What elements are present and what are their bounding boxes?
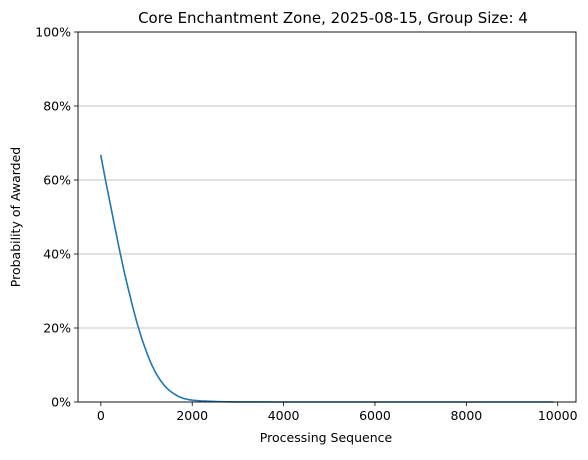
y-tick-label: 20% xyxy=(43,321,71,336)
x-tick-label: 0 xyxy=(97,408,105,423)
x-tick-label: 6000 xyxy=(359,408,391,423)
x-tick-label: 8000 xyxy=(450,408,482,423)
x-tick-label: 10000 xyxy=(538,408,578,423)
plot-frame xyxy=(77,31,577,403)
y-tick-label: 80% xyxy=(43,99,71,114)
y-tick-label: 0% xyxy=(51,395,71,410)
x-axis-label: Processing Sequence xyxy=(260,430,393,445)
y-tick-label: 40% xyxy=(43,247,71,262)
x-tick-label: 2000 xyxy=(176,408,208,423)
y-tick-label: 60% xyxy=(43,173,71,188)
y-axis-ticks: 0% 20% 40% 60% 80% 100% xyxy=(35,25,78,410)
y-axis-label: Probability of Awarded xyxy=(8,147,23,287)
x-axis-ticks: 0 2000 4000 6000 8000 10000 xyxy=(97,402,578,423)
y-tick-label: 100% xyxy=(35,25,71,40)
chart-title: Core Enchantment Zone, 2025-08-15, Group… xyxy=(138,9,528,27)
x-tick-label: 4000 xyxy=(268,408,300,423)
